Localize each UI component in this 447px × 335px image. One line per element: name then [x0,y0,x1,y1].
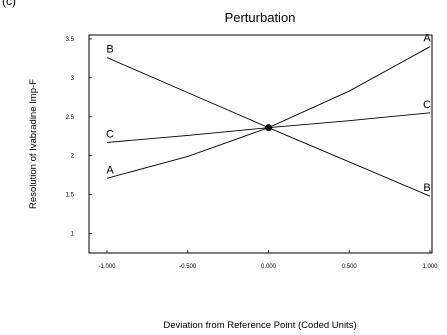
y-tick-label: 3.5 [66,37,75,43]
plot-frame [88,34,433,254]
y-tick-label: 2.5 [66,115,75,121]
x-tick-label: -1.000 [98,264,116,270]
series-label-b-end: B [423,182,430,194]
series-label-a-end: A [423,33,431,45]
x-axis-label: Deviation from Reference Point (Coded Un… [163,320,356,331]
y-tick-label: 3 [71,76,75,82]
y-axis-label: Resolution of Ivabradine Imp-F [28,79,39,209]
series-label-b-start: B [106,44,113,56]
y-tick-label: 1 [71,232,75,238]
series-lines [106,46,431,197]
reference-point-marker [265,124,272,132]
chart-title: Perturbation [225,10,296,25]
y-tick-label: 1.5 [66,193,75,199]
axis-ticks: -1.000 -0.500 0.000 0.500 1.000 1 1.5 2 2.5 3 3.5 [66,37,439,270]
series-label-c-start: C [106,128,114,140]
panel-label: (c) [2,0,16,8]
x-tick-label: 1.000 [422,264,438,270]
series-labels: A A B B C C [106,33,431,194]
x-tick-label: 0.000 [261,264,277,270]
series-line-a [106,46,431,179]
x-tick-label: -0.500 [179,264,197,270]
series-label-a-start: A [106,164,114,176]
series-label-c-end: C [423,99,431,111]
x-tick-label: 0.500 [342,264,358,270]
y-tick-label: 2 [71,154,75,160]
